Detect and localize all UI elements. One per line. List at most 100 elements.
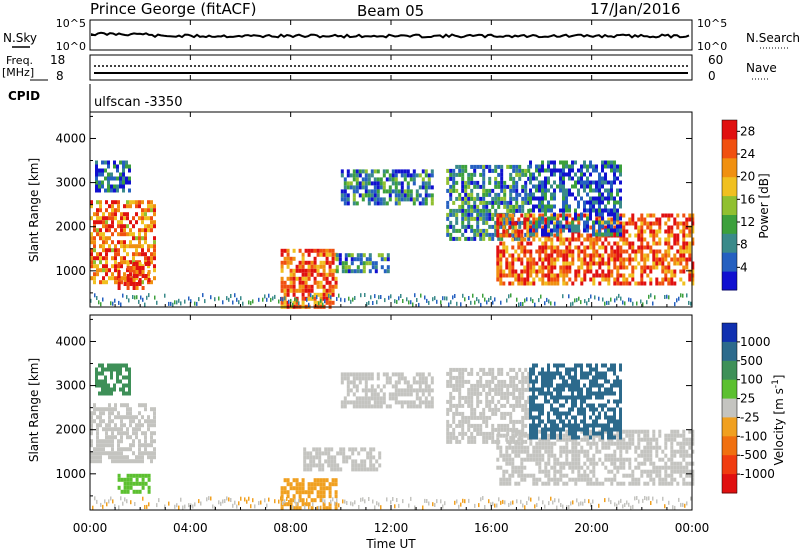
- data-cell: [461, 427, 465, 432]
- data-cell: [628, 465, 632, 470]
- data-cell: [111, 208, 114, 213]
- data-cell: [538, 224, 541, 229]
- data-cell: [583, 419, 586, 424]
- data-cell: [98, 391, 101, 396]
- data-cell: [95, 176, 98, 181]
- clutter-cell: [320, 298, 322, 303]
- data-cell: [153, 451, 156, 456]
- data-cell: [96, 443, 99, 448]
- data-cell: [368, 261, 372, 266]
- data-cell: [359, 269, 363, 274]
- data-cell: [482, 236, 486, 241]
- data-cell: [616, 200, 619, 205]
- data-cell: [613, 196, 616, 201]
- data-cell: [105, 216, 108, 221]
- data-cell: [526, 433, 530, 438]
- data-cell: [427, 384, 431, 389]
- data-cell: [538, 213, 542, 218]
- data-cell: [370, 169, 374, 174]
- data-cell: [135, 431, 138, 436]
- data-cell: [491, 236, 495, 241]
- data-cell: [512, 176, 516, 181]
- clutter-cell: [380, 505, 382, 510]
- data-cell: [289, 498, 293, 503]
- data-cell: [556, 213, 560, 218]
- data-cell: [512, 180, 516, 185]
- data-cell: [499, 253, 503, 258]
- colorbar-swatch: [722, 323, 737, 343]
- data-cell: [595, 441, 599, 446]
- data-cell: [424, 189, 428, 194]
- data-cell: [664, 437, 668, 442]
- data-cell: [664, 269, 668, 274]
- data-cell: [391, 173, 395, 178]
- data-cell: [502, 249, 506, 254]
- data-cell: [343, 372, 347, 377]
- clutter-cell: [540, 294, 542, 299]
- data-cell: [535, 249, 539, 254]
- data-cell: [619, 415, 622, 420]
- data-cell: [541, 232, 544, 237]
- data-cell: [105, 443, 108, 448]
- data-cell: [583, 383, 586, 388]
- data-cell: [664, 221, 668, 226]
- clutter-cell: [338, 293, 340, 298]
- data-cell: [144, 224, 147, 229]
- data-cell: [646, 265, 650, 270]
- data-cell: [150, 224, 153, 229]
- clutter-cell: [308, 302, 310, 307]
- data-cell: [559, 233, 563, 238]
- data-cell: [129, 244, 132, 249]
- data-cell: [544, 445, 548, 450]
- clutter-cell: [392, 497, 394, 501]
- data-cell: [574, 461, 578, 466]
- data-cell: [524, 399, 528, 404]
- data-cell: [360, 467, 364, 472]
- data-cell: [141, 481, 145, 486]
- data-cell: [126, 477, 130, 482]
- data-cell: [479, 184, 483, 189]
- data-cell: [565, 245, 569, 250]
- data-cell: [553, 441, 557, 446]
- data-cell: [153, 220, 156, 225]
- data-cell: [643, 433, 647, 438]
- data-cell: [105, 451, 108, 456]
- data-cell: [301, 272, 305, 277]
- data-cell: [147, 208, 150, 213]
- data-cell: [592, 249, 596, 254]
- data-cell: [394, 185, 398, 190]
- data-cell: [379, 177, 383, 182]
- data-cell: [304, 284, 308, 289]
- data-cell: [610, 419, 613, 424]
- data-cell: [141, 200, 144, 205]
- data-cell: [334, 284, 338, 289]
- data-cell: [577, 245, 581, 250]
- data-cell: [607, 427, 610, 432]
- data-cell: [577, 265, 581, 270]
- data-cell: [550, 257, 554, 262]
- data-cell: [505, 453, 509, 458]
- data-cell: [571, 383, 574, 388]
- clutter-cell: [282, 501, 284, 505]
- data-cell: [126, 459, 129, 464]
- data-cell: [559, 453, 563, 458]
- data-cell: [286, 482, 290, 487]
- clutter-cell: [598, 503, 600, 508]
- data-cell: [655, 465, 659, 470]
- data-cell: [613, 427, 616, 432]
- clutter-cell: [340, 297, 342, 302]
- data-cell: [610, 188, 613, 193]
- data-cell: [449, 391, 453, 396]
- data-cell: [370, 173, 374, 178]
- data-cell: [610, 481, 614, 486]
- data-cell: [503, 200, 507, 205]
- data-cell: [616, 403, 619, 408]
- data-cell: [664, 265, 668, 270]
- data-cell: [325, 276, 329, 281]
- data-cell: [316, 264, 320, 269]
- data-cell: [370, 404, 374, 409]
- data-cell: [667, 249, 671, 254]
- data-cell: [292, 284, 296, 289]
- clutter-cell: [344, 499, 346, 504]
- data-cell: [562, 395, 565, 400]
